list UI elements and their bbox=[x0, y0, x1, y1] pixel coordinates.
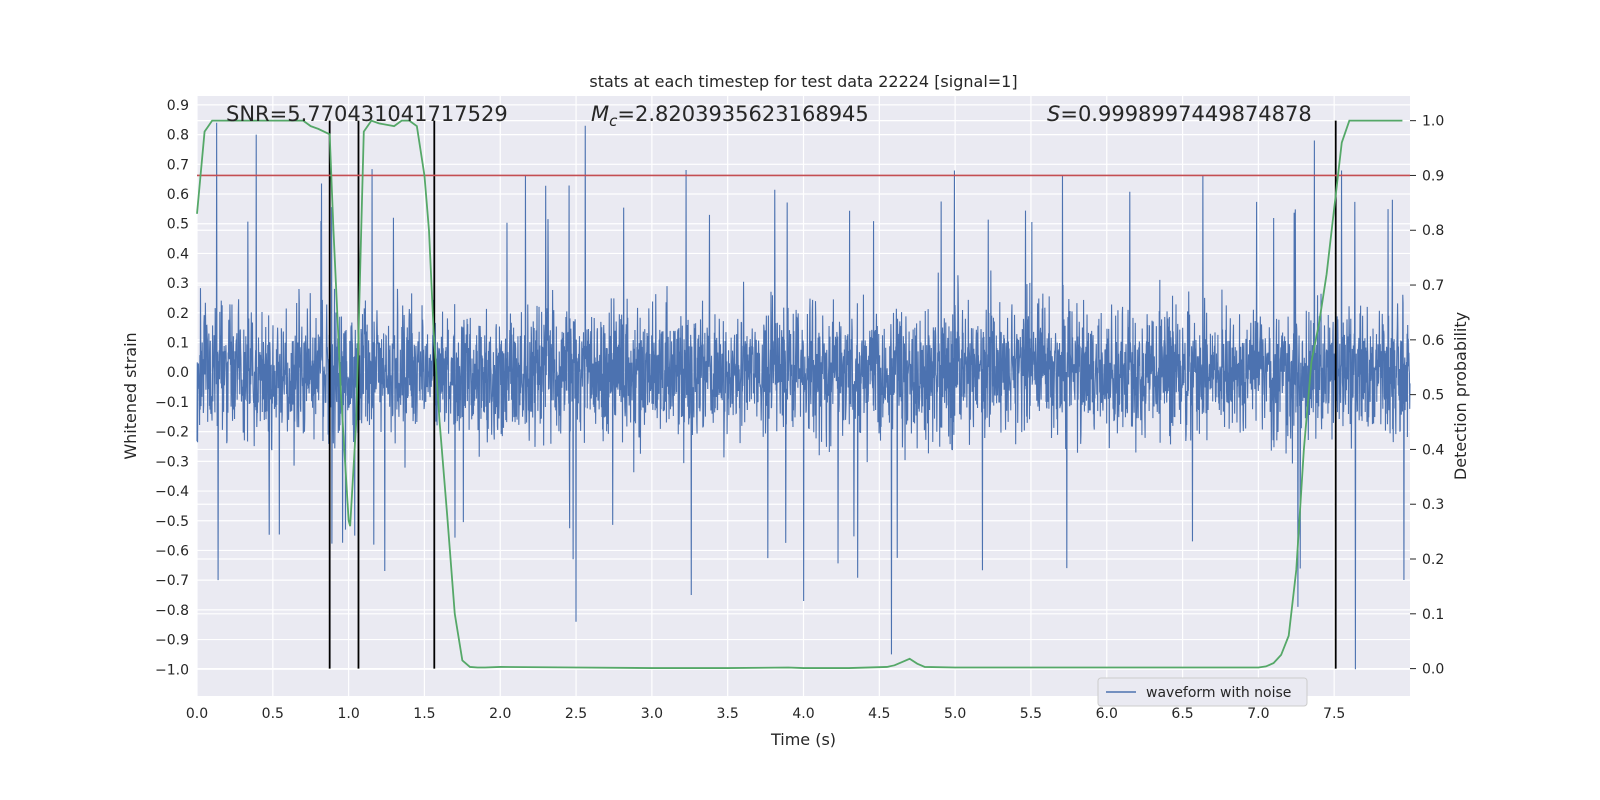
y-tick-label: 0.9 bbox=[167, 98, 189, 114]
vertical-markers bbox=[328, 120, 1337, 669]
y-tick-label: 0.5 bbox=[167, 217, 189, 233]
y-tick-label: −0.4 bbox=[155, 484, 189, 500]
y-tick-label: −1.0 bbox=[155, 662, 189, 678]
y2-tick-label: 0.9 bbox=[1422, 168, 1444, 184]
waveform-line bbox=[196, 122, 1411, 670]
y-tick-label: 0.8 bbox=[167, 128, 189, 144]
y2-tick-label: 0.0 bbox=[1422, 662, 1444, 678]
y2-tick-label: 1.0 bbox=[1422, 114, 1444, 130]
x-tick-label: 7.5 bbox=[1323, 706, 1345, 722]
annotation-score: S=0.9998997449874878 bbox=[1047, 102, 1312, 126]
annotation-chirp-mass: Mc=2.8203935623168945 bbox=[591, 102, 869, 130]
y2-tick-label: 0.4 bbox=[1422, 442, 1444, 458]
y-tick-label: 0.3 bbox=[167, 276, 189, 292]
y2-tick-label: 0.3 bbox=[1422, 497, 1444, 513]
y-tick-label: −0.2 bbox=[155, 425, 189, 441]
y-tick-label: −0.5 bbox=[155, 514, 189, 530]
y-tick-label: −0.7 bbox=[155, 573, 189, 589]
y2-axis-label: Detection probability bbox=[1451, 312, 1470, 480]
y2-tick-label: 0.7 bbox=[1422, 278, 1444, 294]
legend-box bbox=[1097, 677, 1308, 707]
y-tick-label: −0.3 bbox=[155, 454, 189, 470]
y2-tick-label: 0.8 bbox=[1422, 223, 1444, 239]
y-tick-label: −0.1 bbox=[155, 395, 189, 411]
legend-label: waveform with noise bbox=[1146, 685, 1291, 701]
x-tick-label: 2.0 bbox=[489, 706, 511, 722]
y-tick-label: −0.8 bbox=[155, 603, 189, 619]
x-axis-label: Time (s) bbox=[770, 730, 836, 749]
y2-tick-label: 0.1 bbox=[1422, 607, 1444, 623]
x-tick-label: 0.0 bbox=[186, 706, 208, 722]
chart-title: stats at each timestep for test data 222… bbox=[589, 72, 1017, 91]
annotation-snr: SNR=5.770431041717529 bbox=[226, 102, 508, 126]
x-tick-label: 3.0 bbox=[641, 706, 663, 722]
y-tick-label: 0.2 bbox=[167, 306, 189, 322]
x-tick-label: 6.0 bbox=[1096, 706, 1118, 722]
x-tick-label: 2.5 bbox=[565, 706, 587, 722]
y-tick-label: 0.1 bbox=[167, 336, 189, 352]
x-tick-label: 5.5 bbox=[1020, 706, 1042, 722]
x-tick-label: 4.0 bbox=[792, 706, 814, 722]
x-tick-label: 4.5 bbox=[868, 706, 890, 722]
x-tick-label: 6.5 bbox=[1171, 706, 1193, 722]
y2-tick-label: 0.5 bbox=[1422, 388, 1444, 404]
y2-tick-label: 0.6 bbox=[1422, 333, 1444, 349]
y-tick-label: −0.9 bbox=[155, 633, 189, 649]
x-tick-label: 1.5 bbox=[413, 706, 435, 722]
probability-line bbox=[196, 119, 1403, 669]
x-tick-label: 5.0 bbox=[944, 706, 966, 722]
tick-labels: 0.0 0.5 1.0 1.5 2.0 2.5 3.0 3.5 4.0 4.5 5.0 5.5 6.0 6… bbox=[155, 98, 1444, 722]
y-axis-label: Whitened strain bbox=[121, 332, 140, 459]
y-tick-label: 0.0 bbox=[167, 365, 189, 381]
x-tick-label: 1.0 bbox=[337, 706, 359, 722]
y-tick-label: 0.4 bbox=[167, 246, 189, 262]
probability-series bbox=[196, 119, 1410, 669]
waveform-series bbox=[196, 122, 1411, 670]
y-tick-label: 0.7 bbox=[167, 157, 189, 173]
x-tick-label: 3.5 bbox=[717, 706, 739, 722]
x-tick-label: 7.0 bbox=[1247, 706, 1269, 722]
y-tick-label: 0.6 bbox=[167, 187, 189, 203]
x-tick-label: 0.5 bbox=[262, 706, 284, 722]
y2-tick-label: 0.2 bbox=[1422, 552, 1444, 568]
y-tick-label: −0.6 bbox=[155, 543, 189, 559]
legend: waveform with noise bbox=[1097, 677, 1308, 707]
